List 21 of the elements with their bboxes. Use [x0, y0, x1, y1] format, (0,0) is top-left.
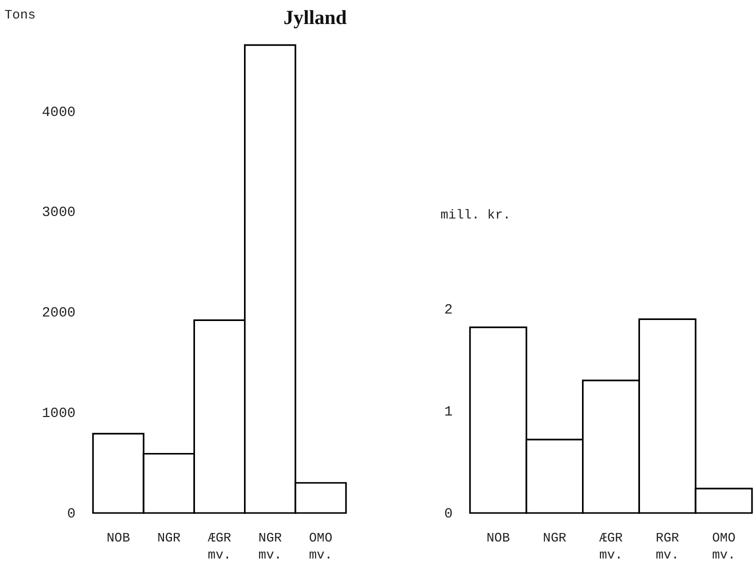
y-tick-label: 1000 — [42, 406, 76, 422]
x-tick-label: ÆGR mv. — [208, 530, 232, 562]
x-tick-label: NGR — [157, 530, 181, 546]
y-tick-label: 3000 — [42, 205, 76, 222]
y-tick-label: 4000 — [42, 104, 76, 121]
y-tick-label: 2000 — [42, 306, 76, 322]
y-tick-label: 1 — [444, 404, 453, 420]
y-axis-title: Tons — [4, 8, 36, 22]
x-tick-label: NGR mv. — [258, 530, 282, 562]
chart-title: Jylland — [283, 7, 347, 29]
x-tick-label: OMO mv. — [712, 530, 736, 562]
y-tick-label: 0 — [67, 506, 76, 522]
y-tick-label: 2 — [444, 302, 453, 318]
y-tick-label: 0 — [444, 506, 453, 522]
x-tick-label: OMO mv. — [308, 530, 333, 562]
x-tick-label: NGR — [542, 530, 566, 546]
x-tick-label: NOB — [486, 530, 510, 546]
x-tick-label: ÆGR mv. — [599, 530, 623, 562]
x-tick-label: RGR mv. — [656, 530, 680, 562]
y-axis-title: mill. kr. — [440, 208, 511, 222]
x-tick-label: NOB — [106, 530, 130, 546]
